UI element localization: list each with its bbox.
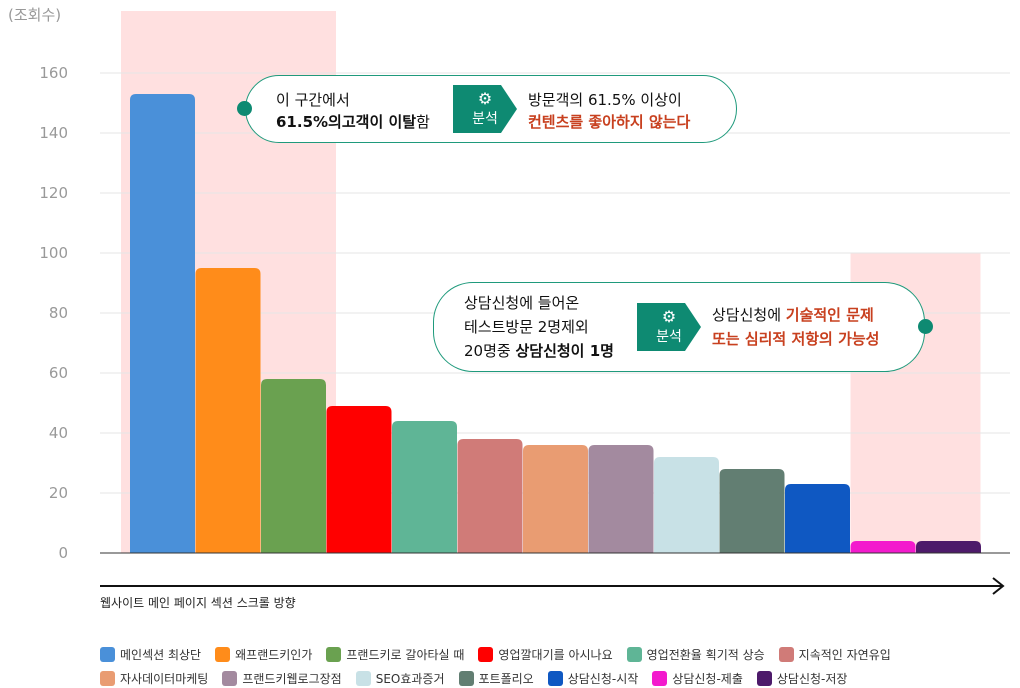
callout2-result-pre: 상담신청에 bbox=[712, 306, 786, 324]
callout1-result1: 방문객의 61.5% 이상이 bbox=[528, 91, 682, 109]
legend-label: 프랜드키웹로그장점 bbox=[242, 671, 342, 686]
bar-10 bbox=[719, 469, 785, 553]
callout-consult-analysis: 상담신청에 들어온 테스트방문 2명제외 20명중 상담신청이 1명 ⚙ 분석 … bbox=[433, 282, 933, 372]
legend-item: 프랜드키웹로그장점 bbox=[222, 666, 342, 688]
bar-6 bbox=[457, 439, 523, 553]
legend-swatch bbox=[326, 646, 342, 662]
legend-item: 상담신청-제출 bbox=[652, 666, 743, 688]
arrowhead-icon bbox=[992, 577, 1005, 595]
legend-swatch bbox=[778, 646, 794, 662]
legend-item: 상담신청-저장 bbox=[756, 666, 848, 688]
legend-item: 프랜드키로 갈아타실 때 bbox=[326, 642, 464, 666]
y-tick-label: 40 bbox=[49, 424, 68, 442]
legend-label: 상담신청-제출 bbox=[672, 671, 743, 686]
bar-7 bbox=[523, 445, 588, 553]
bar-2 bbox=[195, 268, 261, 553]
bar-9 bbox=[654, 457, 719, 553]
legend-label: 프랜드키로 갈아타실 때 bbox=[346, 647, 465, 662]
legend-swatch bbox=[215, 646, 231, 662]
bar-8 bbox=[588, 445, 654, 553]
legend-swatch bbox=[458, 670, 474, 686]
y-tick-label: 120 bbox=[39, 184, 68, 202]
y-tick-label: 100 bbox=[39, 244, 68, 262]
legend-label: 상담신청-시작 bbox=[567, 671, 639, 686]
legend-item: 지속적인 자연유입 bbox=[778, 642, 891, 666]
callout2-result-red2: 또는 심리적 저항의 가능성 bbox=[712, 330, 880, 348]
bar-5 bbox=[392, 421, 457, 553]
legend-label: 지속적인 자연유입 bbox=[798, 647, 891, 662]
y-tick-label: 0 bbox=[58, 544, 68, 562]
bar-12 bbox=[850, 541, 916, 553]
gear-icon: ⚙ bbox=[477, 89, 493, 108]
marker-dot-icon bbox=[237, 101, 252, 116]
legend-label: 영업전환율 획기적 상승 bbox=[646, 647, 765, 662]
analysis-badge: ⚙ 분석 bbox=[453, 85, 517, 133]
y-tick-label: 80 bbox=[49, 304, 68, 322]
callout1-line2-rest: 함 bbox=[416, 113, 430, 131]
legend-item: 왜프랜드키인가 bbox=[215, 642, 312, 666]
badge-label: 분석 bbox=[656, 329, 682, 345]
x-axis-label: 웹사이트 메인 페이지 섹션 스크롤 방향 bbox=[100, 596, 296, 610]
callout2-line2: 테스트방문 2명제외 bbox=[464, 318, 589, 336]
legend-item: 자사데이터마케팅 bbox=[100, 666, 208, 688]
legend-swatch bbox=[478, 646, 494, 662]
callout1-line1: 이 구간에서 bbox=[276, 91, 350, 109]
callout2-result-red1: 기술적인 문제 bbox=[785, 306, 874, 324]
legend-item: 메인섹션 최상단 bbox=[100, 642, 201, 666]
legend-swatch bbox=[100, 646, 115, 662]
legend-swatch bbox=[652, 670, 668, 686]
legend-label: 메인섹션 최상단 bbox=[120, 647, 202, 662]
bar-4 bbox=[326, 406, 392, 553]
legend-label: 자사데이터마케팅 bbox=[120, 671, 209, 686]
legend-label: 왜프랜드키인가 bbox=[235, 647, 313, 662]
bar-11 bbox=[785, 484, 850, 553]
legend-label: 포트폴리오 bbox=[478, 671, 534, 686]
legend-item: 영업깔대기를 아시나요 bbox=[478, 642, 613, 666]
marker-dot-icon bbox=[918, 319, 933, 334]
legend-item: 포트폴리오 bbox=[458, 666, 534, 688]
callout2-line3-pre: 20명중 bbox=[464, 342, 516, 360]
bar-13 bbox=[916, 541, 981, 553]
legend-label: 상담신청-저장 bbox=[776, 671, 848, 686]
legend-swatch bbox=[626, 646, 642, 662]
y-tick-label: 160 bbox=[39, 64, 68, 82]
legend: 메인섹션 최상단 왜프랜드키인가 프랜드키로 갈아타실 때 영업깔대기를 아시나요 영업… bbox=[100, 642, 1000, 688]
bar-1 bbox=[130, 94, 195, 553]
callout1-line2-bold: 61.5%의고객이 이탈 bbox=[276, 113, 417, 131]
legend-swatch bbox=[547, 670, 563, 686]
legend-label: SEO효과증거 bbox=[375, 671, 445, 686]
y-tick-label: 60 bbox=[49, 364, 68, 382]
y-tick-label: 20 bbox=[49, 484, 68, 502]
legend-swatch bbox=[756, 670, 772, 686]
callout2-line1: 상담신청에 들어온 bbox=[464, 294, 580, 312]
gear-icon: ⚙ bbox=[661, 307, 677, 326]
legend-swatch bbox=[222, 670, 238, 686]
bar-3 bbox=[261, 379, 326, 553]
y-axis-label: (조회수) bbox=[8, 6, 61, 24]
legend-swatch bbox=[100, 670, 115, 686]
badge-label: 분석 bbox=[472, 111, 498, 127]
legend-item: SEO효과증거 bbox=[355, 666, 445, 688]
legend-item: 상담신청-시작 bbox=[547, 666, 639, 688]
legend-item: 영업전환율 획기적 상승 bbox=[626, 642, 765, 666]
legend-swatch bbox=[355, 670, 371, 686]
callout1-result2: 컨텐츠를 좋아하지 않는다 bbox=[528, 113, 691, 131]
y-tick-label: 140 bbox=[39, 124, 68, 142]
callout2-line3-bold: 상담신청이 1명 bbox=[515, 342, 614, 360]
callout-exit-analysis: 이 구간에서 61.5%의고객이 이탈함 ⚙ 분석 방문객의 61.5% 이상이… bbox=[237, 75, 737, 143]
legend-label: 영업깔대기를 아시나요 bbox=[498, 647, 613, 662]
analysis-badge: ⚙ 분석 bbox=[637, 303, 701, 351]
